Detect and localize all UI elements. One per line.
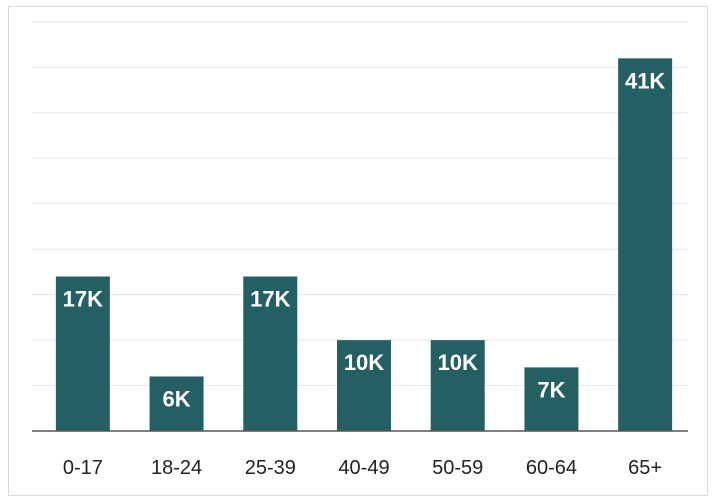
bar-25-39[interactable] <box>243 276 298 431</box>
data-labels: 17K 6K 17K 10K 10K 7K 41K <box>63 68 666 411</box>
data-label-65+: 41K <box>625 68 665 93</box>
x-tick-65+: 65+ <box>628 457 662 479</box>
x-tick-60-64: 60-64 <box>526 457 577 479</box>
bar-40-49[interactable] <box>337 340 391 431</box>
bars <box>55 58 673 431</box>
bar-0-17[interactable] <box>55 276 110 431</box>
data-label-0-17: 17K <box>63 286 103 311</box>
data-label-60-64: 7K <box>537 377 565 402</box>
x-tick-25-39: 25-39 <box>245 457 296 479</box>
bar-60-64[interactable] <box>524 367 579 431</box>
data-label-25-39: 17K <box>250 286 290 311</box>
gridlines <box>32 21 688 387</box>
x-tick-0-17: 0-17 <box>63 457 103 479</box>
x-tick-40-49: 40-49 <box>338 457 389 479</box>
data-label-50-59: 10K <box>438 350 478 375</box>
bar-50-59[interactable] <box>430 340 485 431</box>
x-tick-50-59: 50-59 <box>432 457 483 479</box>
x-tick-18-24: 18-24 <box>151 457 202 479</box>
bar-18-24[interactable] <box>149 376 204 431</box>
bar-65+[interactable] <box>618 58 673 431</box>
data-label-18-24: 6K <box>163 386 191 411</box>
x-tick-labels: 0-17 18-24 25-39 40-49 50-59 60-64 65+ <box>63 457 662 479</box>
data-label-40-49: 10K <box>344 350 384 375</box>
